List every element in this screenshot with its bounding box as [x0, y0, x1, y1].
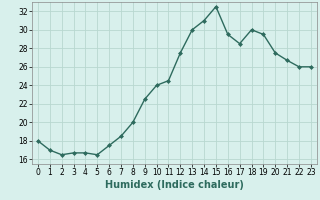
X-axis label: Humidex (Indice chaleur): Humidex (Indice chaleur) — [105, 180, 244, 190]
